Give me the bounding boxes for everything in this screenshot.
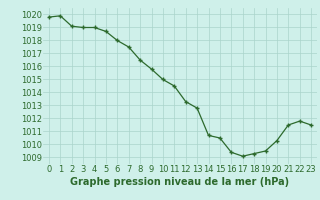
X-axis label: Graphe pression niveau de la mer (hPa): Graphe pression niveau de la mer (hPa): [70, 177, 290, 187]
